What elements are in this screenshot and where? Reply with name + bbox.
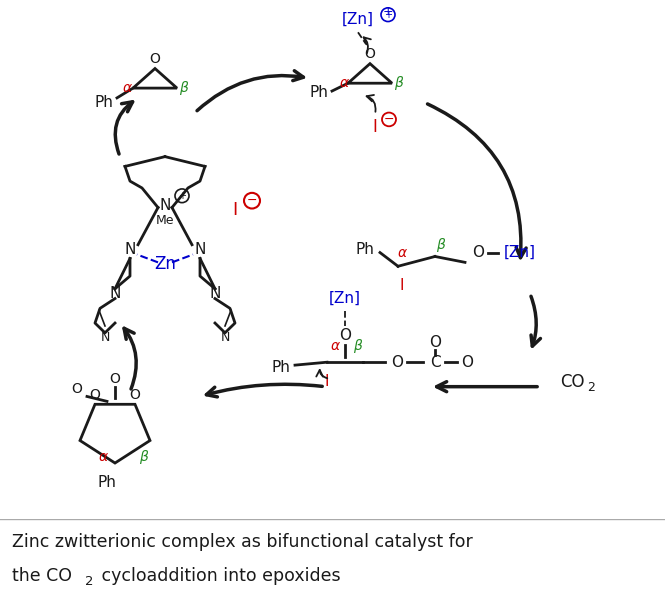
Text: −: − [384, 113, 394, 126]
Text: cycloaddition into epoxides: cycloaddition into epoxides [96, 567, 340, 585]
Text: α: α [398, 246, 406, 260]
Text: Ph: Ph [271, 360, 290, 375]
Text: O: O [130, 387, 140, 402]
Text: O: O [429, 335, 441, 350]
Text: [Zn]: [Zn] [342, 12, 374, 27]
Text: 2: 2 [85, 575, 94, 588]
Text: I: I [400, 278, 404, 293]
Text: β: β [436, 238, 444, 252]
Text: O: O [72, 382, 82, 395]
FancyArrowPatch shape [364, 37, 371, 53]
Text: O: O [391, 355, 403, 370]
Text: CO: CO [560, 373, 585, 391]
Text: N: N [124, 242, 136, 257]
Text: Zn: Zn [154, 255, 176, 273]
Text: +: + [382, 6, 393, 18]
Text: N: N [194, 242, 205, 257]
Text: α: α [98, 450, 108, 464]
FancyArrowPatch shape [317, 370, 327, 378]
Text: I: I [372, 119, 378, 136]
Text: N: N [109, 286, 120, 301]
Text: α: α [339, 76, 348, 90]
Text: O: O [90, 387, 100, 402]
Text: I: I [325, 375, 329, 389]
Text: O: O [461, 355, 473, 370]
Text: Zinc zwitterionic complex as bifunctional catalyst for: Zinc zwitterionic complex as bifunctiona… [12, 533, 473, 551]
FancyArrowPatch shape [115, 102, 132, 154]
Text: Ph: Ph [98, 475, 116, 490]
Text: β: β [138, 450, 148, 464]
Text: +: + [178, 191, 186, 201]
FancyArrowPatch shape [206, 384, 323, 397]
Text: O: O [150, 52, 160, 66]
Text: N: N [100, 331, 110, 344]
FancyArrowPatch shape [437, 382, 537, 392]
Text: N: N [209, 286, 221, 301]
Text: O: O [110, 372, 120, 386]
Text: β: β [394, 76, 402, 90]
Text: Ph: Ph [356, 242, 374, 257]
Text: C: C [430, 355, 440, 370]
Text: O: O [364, 47, 376, 61]
Text: α: α [122, 81, 132, 95]
Text: O: O [472, 245, 484, 260]
Text: 2: 2 [587, 381, 595, 394]
Text: β: β [352, 338, 362, 352]
FancyArrowPatch shape [197, 71, 303, 111]
Text: Ph: Ph [94, 95, 113, 111]
FancyArrowPatch shape [531, 297, 541, 346]
Text: [Zn]: [Zn] [329, 291, 361, 306]
Text: N: N [160, 198, 171, 213]
FancyArrowPatch shape [366, 95, 376, 112]
Text: the CO: the CO [12, 567, 72, 585]
Text: −: − [247, 194, 257, 207]
Text: I: I [232, 201, 237, 219]
Text: N: N [220, 331, 229, 344]
Text: α: α [331, 338, 340, 352]
FancyArrowPatch shape [124, 328, 136, 389]
FancyArrowPatch shape [428, 104, 526, 258]
Text: [Zn]: [Zn] [504, 245, 536, 260]
Text: +: + [384, 10, 392, 20]
Text: O: O [339, 328, 351, 343]
Text: Me: Me [156, 214, 174, 227]
Text: β: β [179, 81, 188, 95]
Text: Ph: Ph [309, 85, 328, 101]
